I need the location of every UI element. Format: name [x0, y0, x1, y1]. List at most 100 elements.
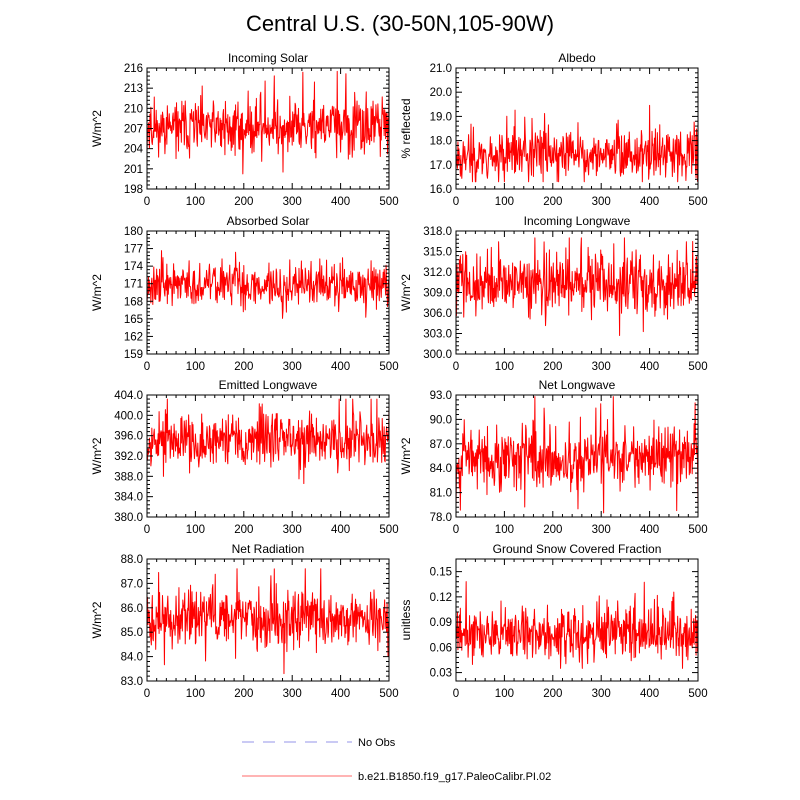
panel-1: Albedo 0 100 200 300 400 500 16.0 17.0 18.0 19.0 20…: [399, 51, 708, 208]
y-tick-label: 90.0: [430, 414, 452, 426]
x-tick-label: 0: [144, 524, 150, 536]
y-tick-label: 207: [124, 124, 143, 136]
x-tick-label: 0: [144, 688, 150, 700]
series-line: [146, 398, 390, 485]
y-tick-label: 300.0: [423, 349, 452, 361]
panel-title: Incoming Solar: [228, 51, 308, 65]
y-tick-label: 312.0: [423, 267, 452, 279]
x-tick-label: 400: [640, 196, 659, 208]
panel-2: Absorbed Solar 0 100 200 300 400 500 159 162 165 1…: [90, 214, 399, 373]
y-tick-label: 17.0: [430, 160, 452, 172]
x-tick-label: 300: [283, 361, 302, 373]
x-tick-label: 400: [331, 361, 350, 373]
y-tick-label: 21.0: [430, 63, 452, 75]
x-tick-label: 300: [592, 524, 611, 536]
panel-title: Incoming Longwave: [524, 214, 631, 228]
x-tick-label: 400: [331, 524, 350, 536]
x-tick-label: 200: [543, 524, 562, 536]
y-tick-label: 0.15: [430, 567, 452, 579]
x-tick-label: 500: [379, 196, 398, 208]
y-tick-label: 18.0: [430, 136, 452, 148]
x-tick-label: 400: [640, 524, 659, 536]
x-tick-label: 200: [234, 688, 253, 700]
panels-group: Incoming Solar 0 100 200 300 400 500 198 201 204 2…: [90, 51, 708, 700]
x-tick-label: 300: [283, 524, 302, 536]
y-tick-label: 165: [124, 314, 143, 326]
y-tick-label: 0.06: [430, 642, 452, 654]
y-axis-label: W/m^2: [399, 437, 413, 474]
y-tick-label: 83.0: [121, 676, 143, 688]
panel-7: Ground Snow Covered Fraction 0 100 200 300 40…: [399, 542, 708, 700]
panel-title: Ground Snow Covered Fraction: [493, 542, 662, 556]
y-tick-label: 168: [124, 296, 143, 308]
x-tick-label: 400: [640, 688, 659, 700]
y-tick-label: 201: [124, 164, 143, 176]
panel-title: Absorbed Solar: [227, 214, 310, 228]
y-tick-label: 93.0: [430, 390, 452, 402]
panel-0: Incoming Solar 0 100 200 300 400 500 198 201 204 2…: [90, 51, 399, 208]
panel-5: Net Longwave 0 100 200 300 400 500 78.0 81.0 84.0…: [399, 378, 708, 536]
y-tick-label: 174: [124, 261, 144, 273]
x-tick-label: 500: [688, 524, 707, 536]
plot-frame: [455, 558, 699, 682]
x-tick-label: 300: [592, 688, 611, 700]
x-tick-label: 300: [283, 688, 302, 700]
x-tick-label: 100: [495, 688, 514, 700]
y-tick-label: 216: [124, 63, 143, 75]
series-line: [146, 568, 390, 675]
legend: No Obs b.e21.B1850.f19_g17.PaleoCalibr.P…: [242, 737, 551, 783]
y-tick-label: 384.0: [114, 492, 143, 504]
series-line: [455, 581, 699, 669]
x-tick-label: 400: [640, 361, 659, 373]
y-axis-label: W/m^2: [399, 274, 413, 311]
plot-frame: [455, 394, 699, 518]
y-tick-label: 0.09: [430, 617, 452, 629]
y-tick-label: 78.0: [430, 512, 452, 524]
x-tick-label: 100: [186, 524, 205, 536]
y-tick-label: 392.0: [114, 451, 143, 463]
y-tick-label: 204: [124, 144, 144, 156]
x-tick-label: 500: [688, 688, 707, 700]
y-tick-label: 213: [124, 83, 143, 95]
x-tick-label: 100: [186, 688, 205, 700]
series-line: [455, 104, 699, 183]
y-tick-label: 306.0: [423, 308, 452, 320]
y-tick-label: 396.0: [114, 431, 143, 443]
y-tick-label: 404.0: [114, 390, 143, 402]
y-tick-label: 87.0: [121, 578, 143, 590]
y-tick-label: 19.0: [430, 111, 452, 123]
legend-label-no-obs: No Obs: [358, 737, 396, 749]
y-tick-label: 162: [124, 331, 143, 343]
plot-frame: [146, 230, 390, 355]
y-tick-label: 88.0: [121, 554, 143, 566]
y-axis-label: % reflected: [399, 98, 413, 158]
x-tick-label: 500: [379, 524, 398, 536]
plot-frame: [146, 558, 390, 682]
y-axis-label: W/m^2: [90, 274, 104, 311]
figure-title: Central U.S. (30-50N,105-90W): [246, 11, 554, 36]
x-tick-label: 200: [543, 361, 562, 373]
series-line: [455, 396, 699, 514]
y-tick-label: 318.0: [423, 226, 452, 238]
y-tick-label: 0.03: [430, 668, 452, 680]
y-tick-label: 388.0: [114, 471, 143, 483]
y-tick-label: 198: [124, 184, 143, 196]
y-tick-label: 20.0: [430, 87, 452, 99]
x-tick-label: 200: [234, 196, 253, 208]
y-tick-label: 159: [124, 349, 143, 361]
x-tick-label: 0: [453, 688, 459, 700]
series-line: [146, 70, 390, 175]
series-line: [455, 237, 699, 336]
x-tick-label: 500: [379, 688, 398, 700]
x-tick-label: 400: [331, 196, 350, 208]
x-tick-label: 0: [453, 361, 459, 373]
panel-4: Emitted Longwave 0 100 200 300 400 500 380.0 384…: [90, 378, 399, 536]
x-tick-label: 200: [543, 196, 562, 208]
y-tick-label: 84.0: [430, 463, 452, 475]
x-tick-label: 200: [234, 524, 253, 536]
x-tick-label: 100: [495, 524, 514, 536]
y-tick-label: 171: [124, 279, 143, 291]
y-tick-label: 16.0: [430, 184, 452, 196]
y-tick-label: 87.0: [430, 439, 452, 451]
